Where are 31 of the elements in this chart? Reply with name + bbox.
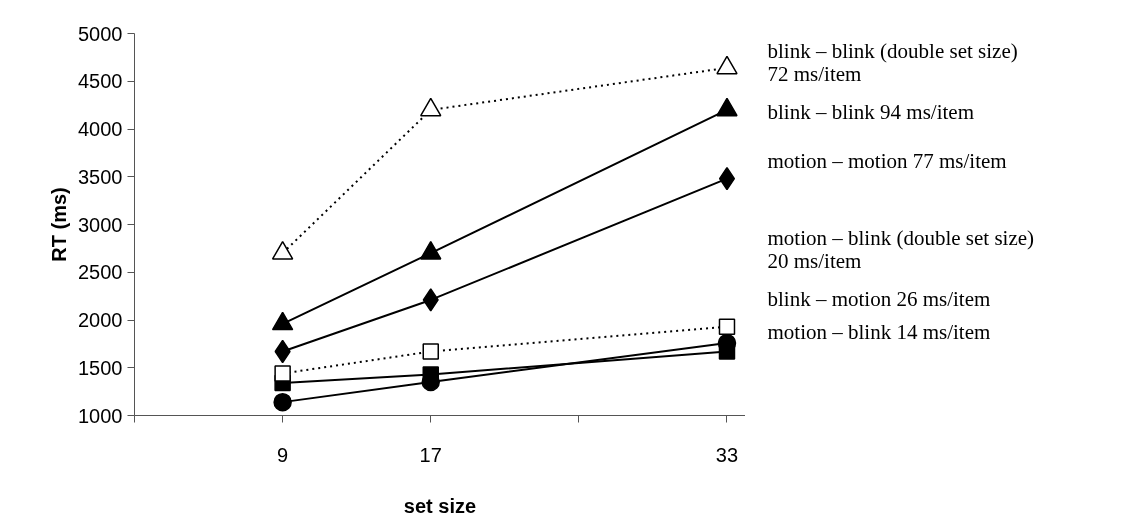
x-tick-label: 17: [419, 443, 442, 466]
point: [273, 392, 292, 412]
series-label: motion – motion 77 ms/item: [767, 149, 1007, 174]
y-tick-label: 4500: [78, 70, 123, 93]
point: [718, 166, 736, 191]
point: [422, 343, 439, 360]
point: [271, 240, 294, 260]
y-axis-title: RT (ms): [48, 187, 71, 262]
series-label: blink – blink 94 ms/item: [767, 100, 975, 125]
point: [274, 365, 291, 382]
point: [716, 97, 738, 117]
y-tick-label: 5000: [78, 22, 123, 45]
y-tick-label: 1000: [78, 404, 123, 427]
x-tick-label: 33: [715, 443, 739, 466]
y-tick-label: 4000: [78, 118, 123, 140]
y-tick-label: 3500: [78, 165, 123, 188]
y-tick-label: 3000: [78, 213, 123, 236]
y-tick-label: 1500: [78, 356, 123, 379]
text: blink – motion 26 ms/item: [767, 286, 991, 311]
y-tick-label: 2500: [78, 261, 123, 284]
y-tick-label: 2000: [78, 309, 123, 331]
x-axis-title: set size: [403, 494, 477, 517]
series-label: blink – blink (double set size) 72 ms/item: [767, 39, 1018, 87]
series-label: motion – blink 14 ms/item: [767, 320, 991, 345]
point: [422, 288, 439, 312]
point: [716, 55, 738, 75]
text: motion – blink (double set size) 20 ms/item: [767, 225, 1035, 273]
point: [718, 318, 736, 335]
point: [419, 240, 442, 260]
x-tick-label: 9: [277, 443, 289, 466]
point: [419, 97, 442, 117]
